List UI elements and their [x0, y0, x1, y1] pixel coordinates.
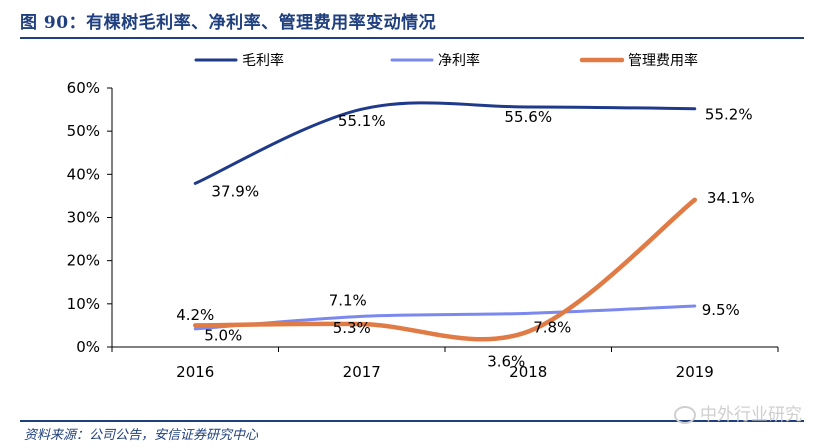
- gross-margin-data-label: 55.2%: [705, 106, 753, 124]
- admin-expense-ratio-data-label: 34.1%: [707, 189, 755, 207]
- y-tick-label: 10%: [67, 295, 100, 313]
- x-tick-label: 2018: [509, 363, 547, 381]
- gross-margin-data-label: 55.1%: [338, 112, 386, 130]
- gross-margin-line: [193, 101, 697, 185]
- y-tick-label: 0%: [76, 338, 100, 356]
- line-chart: 毛利率 净利率 管理费用率 0% 10% 20% 30% 40% 50% 60% 2016 2017…: [67, 52, 779, 381]
- legend-gross-margin-label: 毛利率: [242, 52, 284, 69]
- net-margin-data-label: 4.2%: [176, 306, 214, 324]
- watermark: 中外行业研究: [674, 400, 802, 425]
- y-tick-label: 40%: [67, 165, 100, 183]
- net-margin-data-label: 7.1%: [329, 291, 367, 309]
- y-tick-label: 30%: [67, 209, 100, 227]
- gross-margin-data-label: 55.6%: [504, 108, 552, 126]
- x-tick-label: 2016: [176, 363, 214, 381]
- source-note: 资料来源：公司公告，安信证券研究中心: [24, 428, 259, 443]
- legend-admin-expense-ratio-label: 管理费用率: [628, 52, 698, 69]
- net-margin-data-label: 9.5%: [702, 301, 740, 319]
- admin-expense-ratio-data-label: 5.0%: [204, 326, 242, 344]
- y-tick-label: 60%: [67, 79, 100, 97]
- x-tick-label: 2019: [676, 363, 714, 381]
- y-tick-label: 50%: [67, 122, 100, 140]
- chart-series: [193, 101, 697, 342]
- title-divider: [20, 37, 804, 39]
- x-tick-label: 2017: [343, 363, 381, 381]
- source-divider: [20, 420, 804, 422]
- chart-data-labels: 37.9% 55.1% 55.6% 55.2% 4.2% 7.1% 7.8% 9.5% 5.0%…: [176, 106, 754, 371]
- admin-expense-ratio-line: [193, 197, 697, 342]
- admin-expense-ratio-data-label: 5.3%: [333, 319, 371, 337]
- admin-expense-ratio-data-label: 3.6%: [487, 352, 525, 370]
- figure-title: 图 90：有棵树毛利率、净利率、管理费用率变动情况: [20, 13, 437, 33]
- legend-net-margin-label: 净利率: [438, 52, 480, 69]
- chart-legend: 毛利率 净利率 管理费用率: [194, 52, 698, 69]
- watermark-text: 中外行业研究: [700, 405, 802, 425]
- net-margin-data-label: 7.8%: [533, 318, 571, 336]
- gross-margin-data-label: 37.9%: [211, 182, 259, 200]
- wechat-icon: [674, 406, 696, 424]
- y-tick-label: 20%: [67, 252, 100, 270]
- chart-axes: 0% 10% 20% 30% 40% 50% 60% 2016 2017 2018 2019: [67, 79, 779, 381]
